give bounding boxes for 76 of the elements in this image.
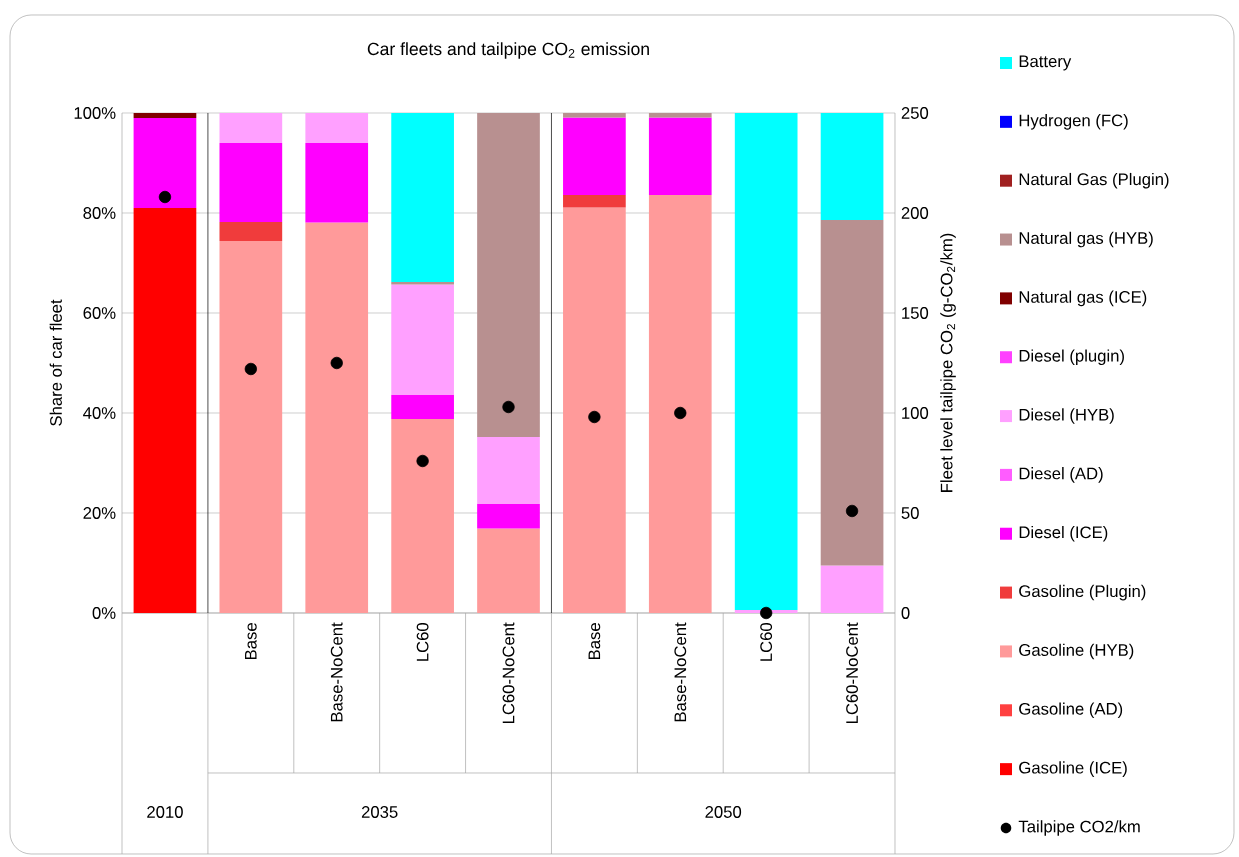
- point: [244, 362, 257, 376]
- legend-label: Diesel (plugin): [1019, 349, 1124, 366]
- bar: [133, 112, 197, 118]
- legend-label: Gasoline (AD): [1019, 702, 1123, 719]
- point: [588, 410, 601, 424]
- x-tick-label: Base-NoCent: [674, 622, 687, 722]
- bar: [219, 112, 283, 143]
- bar: [563, 194, 626, 208]
- y2-tick-label: 150: [902, 307, 929, 319]
- x-tick-label: LC60: [760, 623, 773, 661]
- bar: [563, 117, 626, 195]
- point: [845, 504, 859, 518]
- legend-label: Gasoline (Plugin): [1019, 584, 1146, 601]
- legend-label: Gasoline (ICE): [1019, 761, 1127, 777]
- bar: [133, 207, 197, 613]
- bar: [820, 112, 884, 220]
- bar: [477, 112, 540, 437]
- y-tick-label: 100%: [74, 107, 116, 119]
- legend-label: Diesel (ICE): [1019, 525, 1108, 542]
- point: [674, 406, 687, 420]
- legend-label: Gasoline (HYB): [1019, 643, 1134, 660]
- point: [416, 454, 429, 468]
- y2-tick-label: 250: [901, 107, 929, 119]
- x-tick-label: LC60-NoCent: [846, 622, 858, 724]
- y2-tick-label: 0: [901, 607, 910, 619]
- bar: [648, 117, 712, 195]
- chart-title: Car fleets and tailpipe CO$_{2}$ emission: [367, 42, 649, 59]
- bar: [477, 503, 540, 529]
- bar: [477, 436, 540, 504]
- y-tick-label: 60%: [83, 307, 116, 319]
- legend-label: Natural Gas (Plugin): [1019, 172, 1169, 189]
- bar: [820, 219, 884, 566]
- legend-label: Diesel (HYB): [1019, 408, 1114, 424]
- point: [502, 400, 515, 414]
- bar: [219, 142, 283, 222]
- bar: [477, 528, 540, 613]
- bar: [391, 284, 454, 395]
- y2-tick-label: 100: [902, 407, 929, 419]
- legend-label: Tailpipe CO2/km: [1018, 820, 1140, 836]
- text: 2050: [705, 806, 742, 818]
- point: [760, 606, 773, 620]
- bar: [648, 194, 712, 613]
- bar: [391, 418, 454, 613]
- point: [330, 356, 343, 370]
- text: 2010: [147, 806, 183, 818]
- text: 2035: [361, 806, 398, 818]
- y-tick-label: 20%: [83, 507, 116, 519]
- y-axis-title: Share of car fleet: [49, 299, 62, 426]
- legend-label: Battery: [1019, 55, 1072, 71]
- x-tick-label: LC60: [416, 623, 429, 661]
- bar: [133, 117, 197, 208]
- x-tick-label: LC60-NoCent: [502, 622, 515, 724]
- bar: [563, 207, 626, 613]
- y-tick-label: 0%: [92, 607, 116, 619]
- legend-label: Natural gas (ICE): [1019, 290, 1147, 307]
- y2-tick-label: 200: [901, 207, 929, 219]
- legend-label: Diesel (AD): [1019, 467, 1103, 483]
- y-tick-label: 80%: [83, 207, 116, 219]
- y2-tick-label: 50: [901, 507, 919, 519]
- legend-label: Natural gas (HYB): [1019, 231, 1153, 248]
- bar: [391, 394, 454, 419]
- x-tick-label: Base: [245, 623, 257, 660]
- bar: [820, 565, 884, 613]
- bar: [305, 222, 369, 613]
- point: [158, 190, 172, 204]
- bar: [391, 112, 454, 282]
- x-tick-label: Base: [588, 623, 601, 660]
- bar: [219, 240, 283, 613]
- bar: [305, 142, 369, 223]
- bar: [734, 112, 798, 610]
- y-tick-label: 40%: [83, 407, 116, 419]
- y2-axis-title: Fleet level tailpipe CO$_{2}$ (g-CO$_{2}$/km): [940, 233, 956, 492]
- x-tick-label: Base-NoCent: [330, 622, 343, 722]
- legend-label: Hydrogen (FC): [1019, 114, 1128, 130]
- bar: [305, 112, 369, 143]
- bar: [219, 221, 283, 241]
